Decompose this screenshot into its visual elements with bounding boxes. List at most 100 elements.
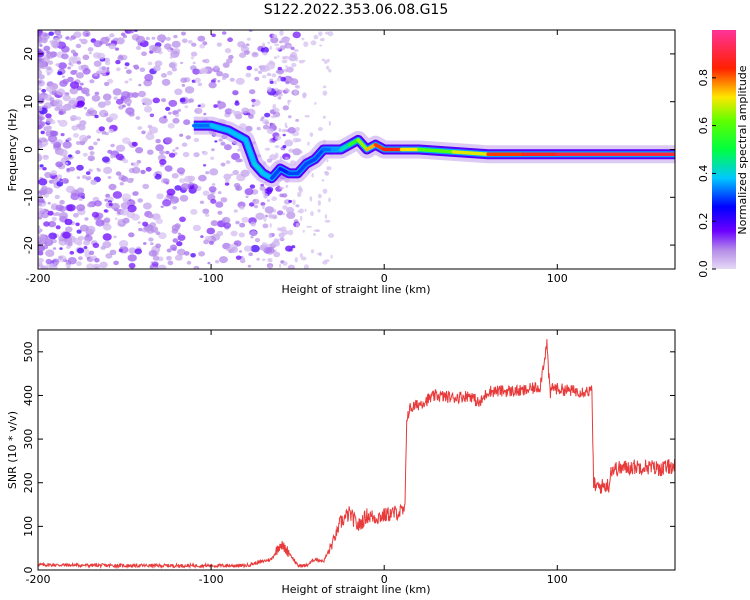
noise-speck xyxy=(324,171,330,176)
noise-speck xyxy=(166,70,173,76)
spectrogram-noise xyxy=(38,30,335,269)
noise-speck xyxy=(158,116,168,124)
noise-speck xyxy=(190,56,195,60)
noise-speck xyxy=(38,257,44,263)
noise-speck xyxy=(326,166,332,171)
spectrogram-ylabel: Frequency (Hz) xyxy=(6,109,19,192)
noise-speck xyxy=(93,72,99,77)
noise-speck xyxy=(138,83,142,87)
noise-speck xyxy=(165,181,169,185)
noise-speck xyxy=(108,43,117,50)
noise-speck xyxy=(120,209,129,216)
noise-speck xyxy=(142,183,150,190)
noise-speck xyxy=(40,265,49,269)
noise-speck xyxy=(318,193,322,199)
noise-speck xyxy=(176,167,186,174)
noise-speck xyxy=(78,197,83,201)
noise-speck xyxy=(293,49,299,52)
noise-speck xyxy=(81,175,88,179)
noise-speck xyxy=(286,44,292,49)
noise-speck xyxy=(202,150,208,156)
noise-speck xyxy=(48,232,57,240)
noise-speck xyxy=(273,208,276,213)
noise-speck xyxy=(249,184,256,189)
noise-speck xyxy=(238,232,245,238)
noise-speck xyxy=(75,150,81,155)
noise-speck xyxy=(166,188,176,196)
noise-speck xyxy=(45,85,54,92)
noise-speck xyxy=(56,181,64,187)
noise-speck xyxy=(239,52,246,58)
noise-speck xyxy=(204,213,210,217)
noise-speck xyxy=(113,235,117,239)
noise-speck xyxy=(52,247,57,250)
noise-speck xyxy=(295,85,301,89)
noise-speck xyxy=(309,196,313,202)
noise-speck xyxy=(75,222,80,227)
noise-speck xyxy=(54,194,60,200)
noise-speck xyxy=(223,222,231,229)
noise-speck xyxy=(284,122,288,128)
noise-speck xyxy=(132,93,138,98)
noise-speck xyxy=(264,147,271,151)
noise-speck xyxy=(46,51,55,59)
y-tick-label: 0 xyxy=(22,146,35,153)
noise-speck xyxy=(104,198,108,202)
noise-speck xyxy=(220,162,226,167)
noise-speck xyxy=(245,195,249,198)
noise-speck xyxy=(279,237,285,241)
noise-speck xyxy=(84,252,91,258)
noise-speck xyxy=(38,67,41,72)
noise-speck xyxy=(121,91,131,99)
noise-speck xyxy=(197,104,201,108)
noise-speck xyxy=(61,178,69,184)
colorbar-tick-label: 0.4 xyxy=(697,165,710,183)
noise-speck xyxy=(109,113,118,121)
noise-speck xyxy=(319,44,323,47)
noise-speck xyxy=(269,265,273,269)
noise-speck xyxy=(58,62,67,70)
noise-speck xyxy=(324,219,331,223)
noise-speck xyxy=(280,226,287,231)
noise-speck xyxy=(301,256,307,261)
noise-speck xyxy=(115,59,121,65)
noise-speck xyxy=(76,229,82,234)
noise-speck xyxy=(184,105,189,109)
noise-speck xyxy=(217,210,223,215)
colorbar-tick-label: 0.2 xyxy=(697,212,710,230)
noise-speck xyxy=(321,58,325,62)
noise-speck xyxy=(300,215,303,221)
noise-speck xyxy=(141,130,146,135)
noise-speck xyxy=(282,105,289,111)
noise-speck xyxy=(218,138,223,142)
noise-speck xyxy=(63,155,69,160)
noise-speck xyxy=(235,77,245,85)
noise-speck xyxy=(256,126,261,131)
noise-speck xyxy=(70,115,78,121)
noise-speck xyxy=(148,237,154,242)
noise-speck xyxy=(268,232,273,239)
noise-speck xyxy=(276,227,282,231)
colorbar-tick-label: 0.0 xyxy=(697,260,710,278)
noise-speck xyxy=(268,213,273,219)
noise-speck xyxy=(130,112,134,115)
noise-speck xyxy=(193,137,200,143)
colorbar-gradient xyxy=(712,30,736,269)
noise-speck xyxy=(94,200,102,207)
noise-speck xyxy=(250,244,260,253)
noise-speck xyxy=(92,242,100,249)
noise-speck xyxy=(171,40,181,48)
noise-speck xyxy=(218,107,222,110)
y-tick-label: 400 xyxy=(22,385,35,406)
noise-speck xyxy=(282,212,286,216)
noise-speck xyxy=(324,214,327,219)
noise-speck xyxy=(322,115,326,119)
x-tick-label: 0 xyxy=(381,272,388,285)
noise-speck xyxy=(317,127,323,131)
noise-speck xyxy=(328,197,331,203)
noise-speck xyxy=(281,128,288,133)
snr-ylabel: SNR (10 * v/v) xyxy=(6,411,19,489)
noise-speck xyxy=(139,67,146,73)
noise-speck xyxy=(198,251,206,257)
noise-speck xyxy=(133,162,139,168)
